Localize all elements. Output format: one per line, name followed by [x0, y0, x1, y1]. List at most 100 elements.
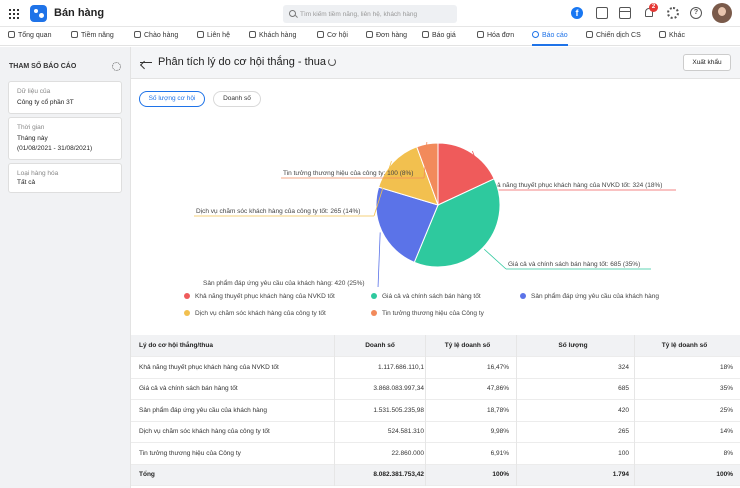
time-card[interactable]: Thời gian Tháng này (01/08/2021 - 31/08/…: [8, 117, 122, 160]
tab-bao-gia[interactable]: Báo giá: [422, 27, 456, 46]
cell-reason: Dịch vụ chăm sóc khách hàng của công ty …: [139, 428, 270, 436]
table-row[interactable]: Giá cả và chính sách bán hàng tốt 3.868.…: [131, 379, 740, 400]
facebook-icon[interactable]: f: [571, 7, 583, 19]
pie-slice-label: Khả năng thuyết phục khách hàng của NVKD…: [489, 180, 662, 189]
time-label: Thời gian: [17, 124, 45, 131]
box-icon[interactable]: [596, 7, 608, 19]
report-icon: [532, 31, 539, 38]
legend-item[interactable]: Tin tưởng thương hiệu của Công ty: [371, 310, 484, 317]
settings-gear-icon[interactable]: [112, 62, 121, 71]
legend-swatch: [371, 293, 377, 299]
product-type-value: Tất cả: [17, 179, 36, 186]
tab-don-hang[interactable]: Đơn hàng: [366, 27, 407, 46]
pie-slice-label: Tin tưởng thương hiệu của công ty: 100 (…: [283, 169, 413, 177]
report-main: Phân tích lý do cơ hội thắng - thua Xuất…: [131, 47, 740, 488]
product-type-card[interactable]: Loại hàng hóa Tất cả: [8, 163, 122, 193]
tab-label: Chào hàng: [144, 32, 179, 39]
pie-slice-label: Giá cả và chính sách bán hàng tốt: 685 (…: [508, 259, 640, 268]
tab-label: Hóa đơn: [487, 32, 515, 39]
tab-co-hoi[interactable]: Cơ hội: [317, 27, 348, 46]
cell-reason: Tin tưởng thương hiệu của Công ty: [139, 449, 241, 457]
cell-quantity: 685: [618, 385, 629, 393]
report-header: Phân tích lý do cơ hội thắng - thua Xuất…: [131, 47, 740, 79]
legend-label: Giá cả và chính sách bán hàng tốt: [382, 293, 481, 300]
tab-label: Báo cáo: [542, 32, 568, 39]
app-logo-icon[interactable]: [30, 5, 47, 22]
tab-khach-hang[interactable]: Khách hàng: [249, 27, 296, 46]
pie-slice[interactable]: [378, 146, 439, 206]
offer-icon: [134, 31, 141, 38]
tab-chao-hang[interactable]: Chào hàng: [134, 27, 178, 46]
data-source-label: Dữ liệu của: [17, 88, 51, 95]
tab-tiem-nang[interactable]: Tiềm năng: [71, 27, 114, 46]
opportunity-icon: [317, 31, 324, 38]
invoice-icon: [477, 31, 484, 38]
tab-label: Đơn hàng: [376, 32, 408, 39]
column-divider: [425, 335, 426, 486]
gear-icon[interactable]: [667, 7, 679, 19]
legend-label: Tin tưởng thương hiệu của Công ty: [382, 310, 484, 317]
legend-item[interactable]: Sản phẩm đáp ứng yêu cầu của khách hàng: [520, 293, 659, 300]
tab-chien-dich-cs[interactable]: Chiến dịch CS: [586, 27, 641, 46]
cell-revenue-rate: 16,47%: [486, 363, 509, 371]
tab-label: Báo giá: [432, 32, 456, 39]
legend-swatch: [520, 293, 526, 299]
table-row[interactable]: Tin tưởng thương hiệu của Công ty 22.860…: [131, 443, 740, 465]
total-revenue: 8.082.381.753,42: [373, 471, 424, 479]
tab-label: Tổng quan: [18, 32, 52, 39]
more-icon: [659, 31, 666, 38]
toggle-quantity[interactable]: Số lượng cơ hội: [139, 91, 205, 107]
cell-quantity-rate: 8%: [723, 449, 733, 457]
data-source-card[interactable]: Dữ liệu của Công ty cổ phần 3T: [8, 81, 122, 114]
export-button[interactable]: Xuất khẩu: [683, 54, 731, 71]
top-header: Bán hàng f 2 ?: [0, 0, 740, 27]
tab-bao-cao[interactable]: Báo cáo: [532, 27, 568, 46]
pie-slice[interactable]: [413, 178, 501, 268]
cell-reason: Giá cả và chính sách bán hàng tốt: [139, 385, 238, 393]
pie-chart: Khả năng thuyết phục khách hàng của NVKD…: [194, 141, 676, 287]
calendar-icon[interactable]: [619, 7, 631, 19]
report-title: Phân tích lý do cơ hội thắng - thua: [158, 56, 327, 68]
legend-swatch: [371, 310, 377, 316]
tab-label: Khác: [669, 32, 685, 39]
pie-slice[interactable]: [437, 142, 495, 206]
col-header-revenue: Doanh số: [365, 342, 395, 349]
cell-quantity-rate: 18%: [719, 363, 733, 371]
cell-quantity-rate: 35%: [719, 385, 733, 393]
total-label: Tổng: [139, 471, 155, 479]
table-row[interactable]: Sản phẩm đáp ứng yêu cầu của khách hàng …: [131, 400, 740, 422]
pie-slice[interactable]: [375, 186, 439, 263]
cell-quantity: 100: [618, 449, 629, 457]
pie-slice-label: Sản phẩm đáp ứng yêu cầu của khách hàng:…: [203, 278, 365, 287]
pie-slice[interactable]: [416, 142, 439, 206]
legend-label: Khả năng thuyết phục khách hàng của NVKD…: [195, 293, 335, 300]
total-quantity: 1.794: [612, 471, 629, 479]
help-icon[interactable]: ?: [690, 7, 702, 19]
cell-reason: Khả năng thuyết phục khách hàng của NVKD…: [139, 363, 279, 371]
tab-hoa-don[interactable]: Hóa đơn: [477, 27, 514, 46]
table-header-row: Lý do cơ hội thắng/thua Doanh số Tỷ lệ d…: [131, 335, 740, 357]
time-value: Tháng này: [17, 135, 48, 142]
legend-item[interactable]: Dịch vụ chăm sóc khách hàng của công ty …: [184, 310, 326, 317]
apps-grid-icon[interactable]: [9, 9, 19, 19]
tab-label: Liên hệ: [207, 32, 230, 39]
table-row[interactable]: Dịch vụ chăm sóc khách hàng của công ty …: [131, 422, 740, 443]
tab-label: Chiến dịch CS: [596, 32, 641, 39]
search-input[interactable]: [300, 7, 450, 21]
product-type-label: Loại hàng hóa: [17, 170, 59, 177]
column-divider: [634, 335, 635, 486]
cell-revenue: 22.860.000: [391, 449, 424, 457]
table-row[interactable]: Khả năng thuyết phục khách hàng của NVKD…: [131, 357, 740, 379]
back-arrow-icon[interactable]: [140, 62, 152, 64]
legend-item[interactable]: Giá cả và chính sách bán hàng tốt: [371, 293, 481, 300]
tab-khac[interactable]: Khác: [659, 27, 685, 46]
refresh-icon[interactable]: [328, 58, 336, 66]
tab-tong-quan[interactable]: Tổng quan: [8, 27, 51, 46]
toggle-revenue[interactable]: Doanh số: [213, 91, 261, 107]
contact-icon: [197, 31, 204, 38]
avatar[interactable]: [712, 3, 732, 23]
legend-item[interactable]: Khả năng thuyết phục khách hàng của NVKD…: [184, 293, 335, 300]
dashboard-icon: [8, 31, 15, 38]
pie-leader-line: [423, 141, 428, 179]
tab-lien-he[interactable]: Liên hệ: [197, 27, 230, 46]
